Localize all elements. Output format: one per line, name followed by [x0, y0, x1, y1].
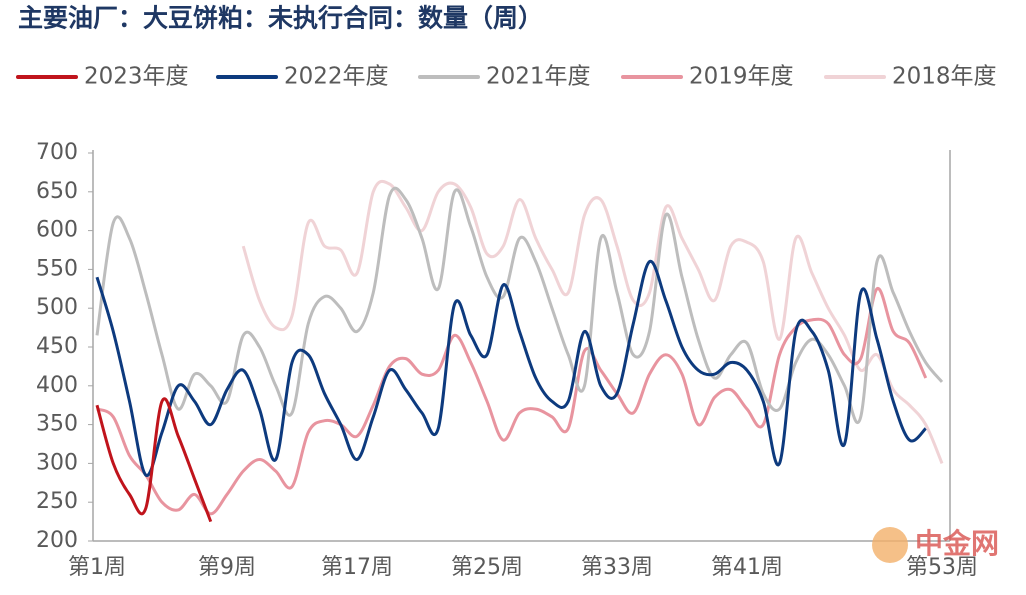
y-tick-label: 650	[36, 179, 78, 204]
y-tick-label: 450	[36, 334, 78, 359]
legend-label: 2018年度	[892, 64, 997, 90]
x-tick-label: 第33周	[581, 555, 653, 580]
y-tick-label: 600	[36, 218, 78, 243]
legend-label: 2023年度	[84, 64, 189, 90]
legend-label: 2021年度	[486, 64, 591, 90]
x-tick-label: 第9周	[198, 555, 256, 580]
y-tick-label: 250	[36, 489, 78, 514]
y-tick-label: 350	[36, 412, 78, 437]
x-tick-label: 第25周	[451, 555, 523, 580]
y-tick-label: 550	[36, 256, 78, 281]
watermark-logo	[872, 527, 908, 563]
y-tick-label: 500	[36, 295, 78, 320]
x-tick-label: 第1周	[68, 555, 126, 580]
x-tick-label: 第41周	[711, 555, 783, 580]
y-tick-label: 400	[36, 373, 78, 398]
watermark: 中金网	[915, 527, 999, 560]
legend-label: 2022年度	[284, 64, 389, 90]
series-line	[95, 397, 213, 523]
y-tick-label: 300	[36, 450, 78, 475]
x-tick-label: 第17周	[321, 555, 393, 580]
legend-label: 2019年度	[689, 64, 794, 90]
x-tick-label: 第53周	[906, 555, 978, 580]
y-tick-label: 700	[36, 140, 78, 165]
chart-title: 主要油厂：大豆饼粕：未执行合同：数量（周）	[18, 4, 543, 33]
series-line	[95, 186, 944, 424]
y-tick-label: 200	[36, 528, 78, 553]
series-line	[96, 287, 928, 516]
series-line	[95, 260, 927, 477]
series-line	[241, 179, 944, 464]
